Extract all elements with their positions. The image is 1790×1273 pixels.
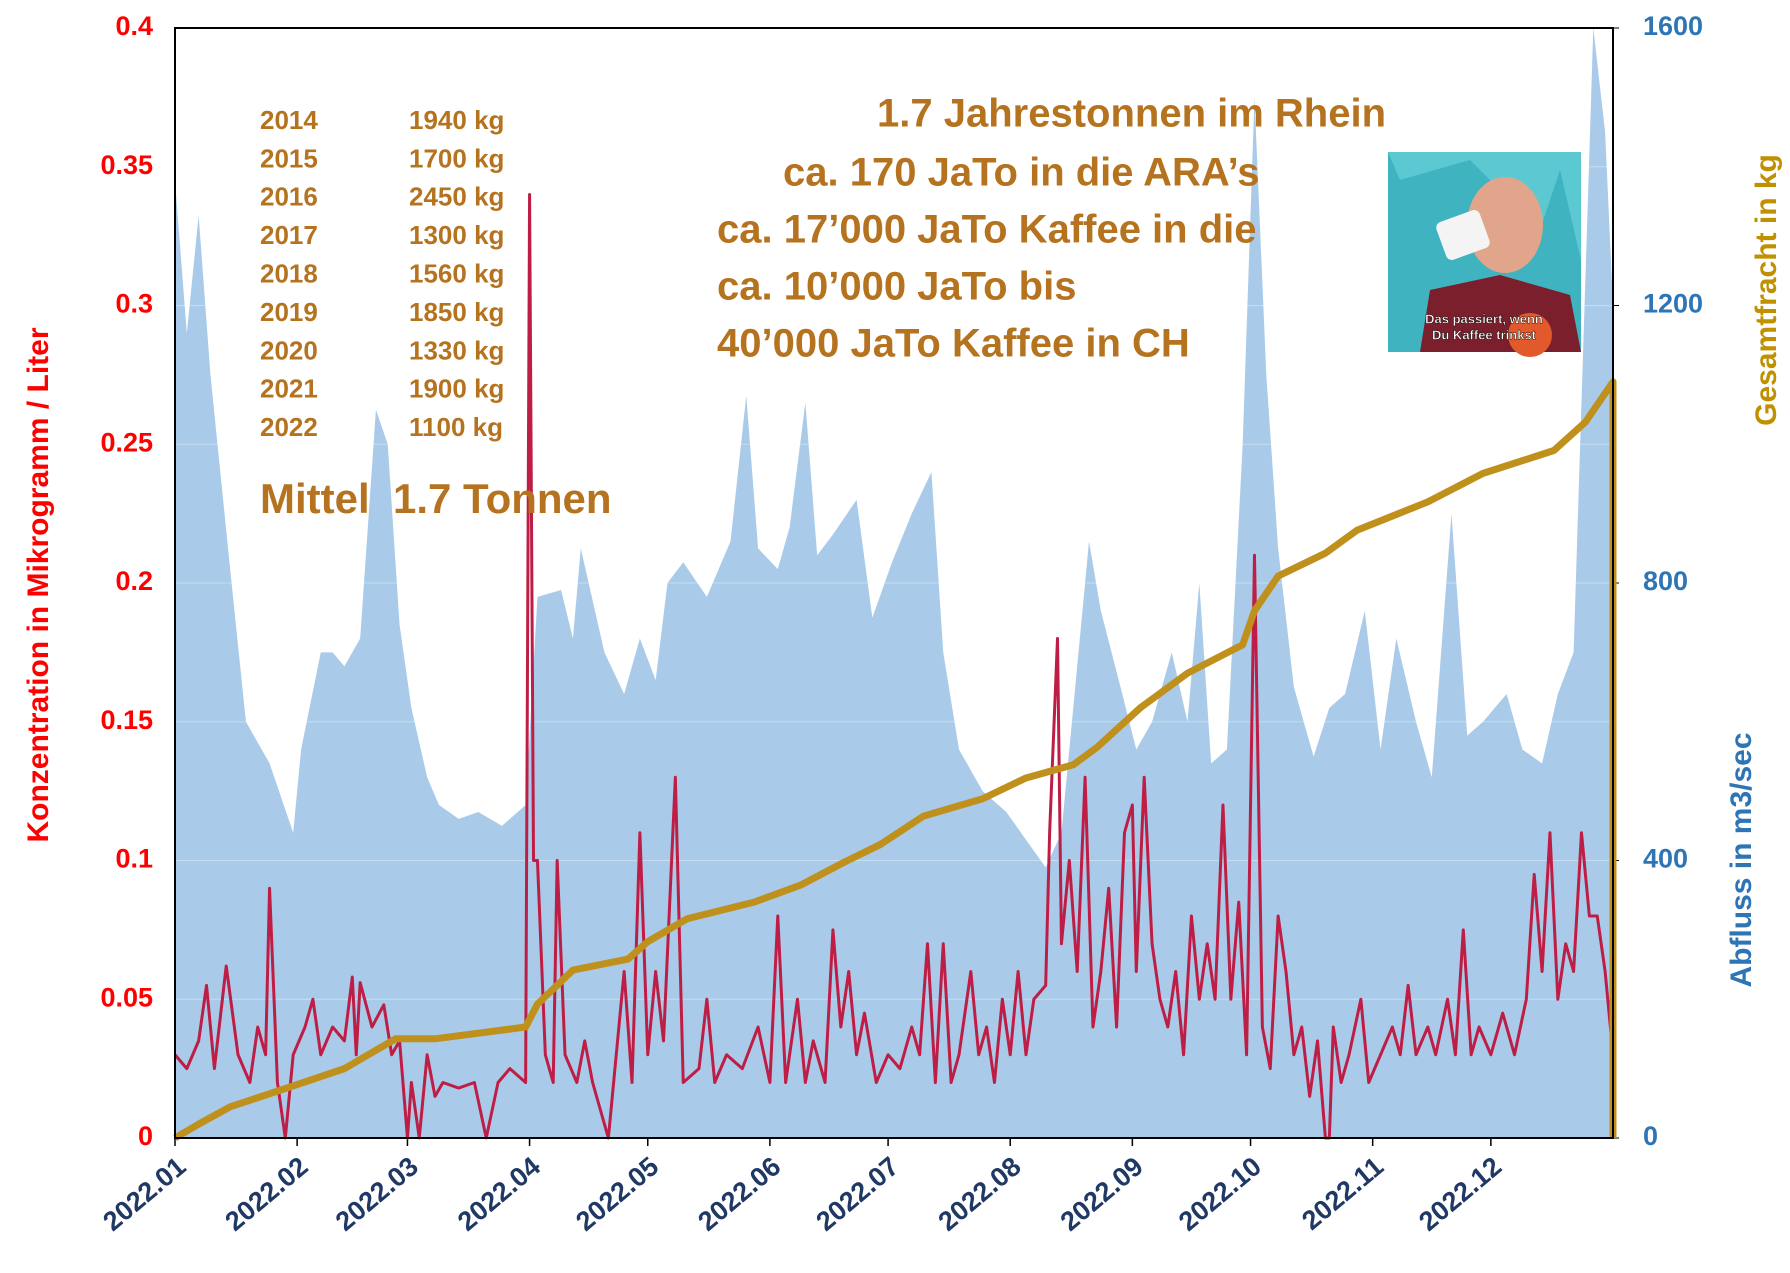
photo-head [1467,177,1543,273]
x-tick-label: 2022.04 [452,1151,546,1237]
year-amount: 1300 kg [409,220,504,250]
cumulative-line [173,378,1617,1142]
headline: ca. 10’000 JaTo bis [717,265,1076,309]
year-amount: 1850 kg [409,297,504,327]
x-tick-label: 2022.06 [692,1151,786,1237]
year-amount: 2450 kg [409,182,504,212]
concentration-line [173,193,1615,1140]
x-tick-label: 2022.11 [1296,1151,1389,1236]
x-tick-label: 2022.08 [933,1151,1027,1237]
y2-axis-title-cumulative: Gesamtfracht in kg [1750,154,1783,426]
x-tick-label: 2022.09 [1055,1151,1149,1237]
y2-tick-label: 0 [1643,1121,1658,1151]
x-tick-label: 2022.05 [570,1151,664,1237]
headline: ca. 170 JaTo in die ARA’s [783,151,1259,195]
year-amount: 1940 kg [409,105,504,135]
year-label: 2020 [260,335,318,365]
y-tick-label: 0.35 [100,150,153,180]
year-label: 2022 [260,412,318,442]
y2-tick-label: 800 [1643,566,1688,596]
year-amount: 1700 kg [409,143,504,173]
photo-shape [1388,152,1581,260]
plot-border [174,27,1614,1139]
y-tick-label: 0.2 [115,566,153,596]
headline: 40’000 JaTo Kaffee in CH [717,322,1190,366]
y-tick-label: 0.4 [115,11,153,41]
year-amount: 1100 kg [409,412,503,442]
photo-caption: Du Kaffee trinkst [1432,327,1537,342]
year-amount: 1560 kg [409,258,504,288]
year-label: 2019 [260,297,318,327]
photo-caption: Das passiert, wenn [1425,311,1543,326]
photo-shirt-print [1508,313,1552,357]
year-label: 2021 [260,374,318,404]
y-tick-label: 0 [138,1121,153,1151]
y2-tick-label: 400 [1643,844,1688,874]
y-tick-label: 0.15 [100,705,153,735]
photo-cup [1436,210,1490,260]
y-axis-title: Konzentration in Mikrogramm / Liter [22,327,55,842]
x-tick-label: 2022.03 [330,1151,424,1237]
x-tick-label: 2022.02 [220,1151,314,1237]
year-amount: 1900 kg [409,374,504,404]
y-tick-label: 0.1 [115,844,153,874]
mean-label: Mittel 1.7 Tonnen [260,475,612,522]
headline: ca. 17’000 JaTo Kaffee in die [717,208,1257,252]
x-tick-label: 2022.07 [810,1151,904,1237]
y-tick-label: 0.05 [100,982,153,1012]
year-amount: 1330 kg [409,335,504,365]
x-tick-label: 2022.12 [1413,1151,1507,1237]
year-label: 2015 [260,143,318,173]
year-label: 2014 [260,105,318,135]
y2-axis-title: Abfluss in m3/sec [1725,732,1758,987]
y2-tick-label: 1200 [1643,289,1703,319]
x-tick-label: 2022.01 [97,1151,191,1237]
x-tick-label: 2022.10 [1173,1151,1267,1237]
headline: 1.7 Jahrestonnen im Rhein [877,92,1386,136]
year-label: 2018 [260,258,318,288]
year-label: 2017 [260,220,318,250]
y-tick-label: 0.3 [115,289,153,319]
y2-tick-label: 1600 [1643,11,1703,41]
year-label: 2016 [260,182,318,212]
y-tick-label: 0.25 [100,427,153,457]
